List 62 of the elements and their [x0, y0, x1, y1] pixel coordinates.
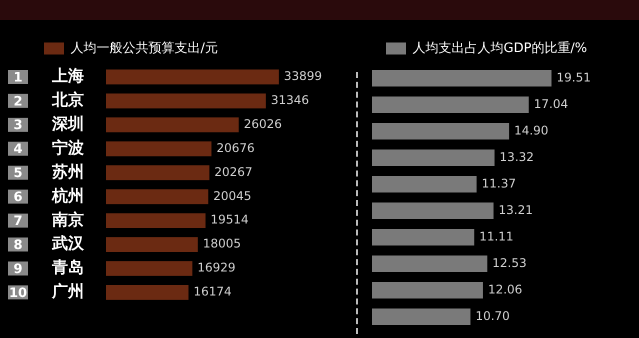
data-label: 19514	[210, 212, 249, 227]
data-label: 20676	[216, 140, 255, 155]
bar	[372, 256, 488, 272]
y-tick-label: 宁波	[52, 138, 84, 157]
y-tick-label: 北京	[51, 90, 84, 110]
data-label: 12.53	[492, 256, 527, 270]
text: 9	[13, 262, 23, 277]
y-tick-label: 武汉	[51, 234, 85, 253]
text: 1	[13, 70, 23, 86]
text: 10	[8, 286, 28, 301]
y-tick-label: 广州	[51, 282, 84, 301]
bar	[106, 261, 192, 276]
bar	[372, 202, 494, 219]
bar	[372, 176, 477, 192]
text: 8	[13, 238, 23, 253]
legend-label: 人均一般公共预算支出/元	[70, 40, 218, 56]
bar	[106, 285, 188, 300]
y-tick-label: 杭州	[51, 186, 84, 205]
bar	[106, 237, 198, 252]
text: 7	[13, 214, 23, 229]
bar	[106, 93, 266, 108]
bar	[372, 150, 495, 166]
data-label: 19.51	[556, 70, 591, 84]
data-label: 17.04	[534, 96, 568, 111]
data-label: 18005	[202, 236, 242, 251]
y-tick-label: 南京	[51, 210, 84, 229]
data-label: 20045	[213, 188, 252, 203]
text: 4	[13, 142, 23, 158]
data-label: 11.11	[479, 229, 514, 244]
data-label: 10.70	[475, 308, 510, 323]
bar	[372, 96, 529, 113]
data-label: 11.37	[482, 176, 516, 190]
y-tick-label: 深圳	[51, 114, 84, 134]
y-tick-label: 青岛	[51, 258, 84, 277]
bar	[106, 141, 212, 156]
text: 5	[13, 166, 23, 182]
y-tick-label: 苏州	[51, 162, 84, 181]
text: 2	[13, 94, 23, 110]
bar	[372, 123, 510, 140]
bar	[372, 229, 474, 246]
data-label: 16174	[193, 284, 232, 299]
data-label: 20267	[214, 164, 253, 179]
data-label: 16929	[197, 260, 236, 275]
bar	[106, 70, 279, 84]
bar	[372, 70, 552, 86]
text: 3	[13, 118, 23, 134]
bar	[106, 189, 208, 204]
bar	[372, 308, 470, 325]
data-label: 13.32	[500, 150, 534, 164]
data-label: 31346	[270, 93, 310, 108]
text: 6	[13, 190, 23, 206]
bar	[372, 282, 483, 298]
bar	[106, 165, 210, 180]
legend-label: 人均支出占人均GDP的比重/%	[412, 40, 588, 56]
data-label: 12.06	[488, 282, 522, 296]
bar	[106, 213, 206, 228]
bar	[106, 117, 239, 132]
data-label: 14.90	[514, 123, 548, 138]
data-label: 26026	[244, 116, 282, 131]
data-label: 13.21	[498, 202, 533, 217]
y-tick-label: 上海	[51, 66, 84, 86]
data-label: 33899	[284, 69, 322, 84]
